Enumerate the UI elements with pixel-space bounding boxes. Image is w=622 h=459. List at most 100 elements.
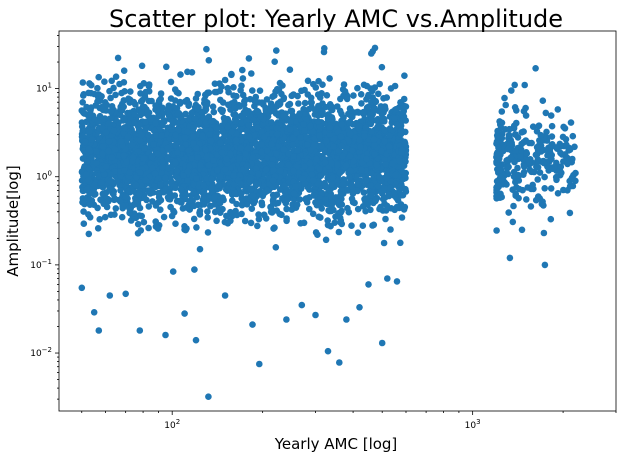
data-point bbox=[540, 229, 548, 237]
data-point bbox=[174, 149, 181, 156]
data-point bbox=[298, 301, 306, 309]
data-point bbox=[83, 186, 91, 193]
data-point bbox=[520, 163, 528, 170]
data-point bbox=[79, 99, 86, 106]
data-point bbox=[200, 187, 208, 195]
data-point bbox=[190, 124, 197, 132]
data-point bbox=[381, 184, 388, 192]
data-point bbox=[367, 182, 375, 189]
data-point bbox=[276, 101, 283, 108]
data-point bbox=[268, 205, 275, 212]
data-point bbox=[539, 97, 547, 104]
data-point bbox=[391, 171, 399, 179]
data-point bbox=[99, 150, 106, 158]
data-point bbox=[356, 304, 363, 311]
data-point bbox=[162, 331, 169, 339]
data-point bbox=[354, 205, 362, 213]
data-point bbox=[192, 95, 200, 102]
data-point bbox=[494, 133, 502, 141]
data-point bbox=[263, 147, 271, 154]
data-point bbox=[124, 178, 131, 186]
data-point bbox=[110, 127, 118, 135]
data-point bbox=[98, 93, 105, 100]
data-point bbox=[129, 153, 137, 161]
data-point bbox=[367, 206, 374, 214]
data-point bbox=[273, 130, 281, 138]
data-point bbox=[281, 182, 288, 190]
data-point bbox=[197, 161, 204, 169]
data-point bbox=[196, 118, 203, 126]
data-point bbox=[368, 192, 375, 199]
data-point bbox=[342, 162, 350, 170]
data-point bbox=[316, 132, 323, 139]
data-point bbox=[307, 122, 314, 130]
data-point bbox=[373, 117, 380, 124]
data-point bbox=[364, 103, 372, 111]
data-point bbox=[149, 164, 156, 172]
data-point bbox=[401, 140, 409, 147]
data-point bbox=[498, 174, 505, 182]
data-point bbox=[355, 122, 363, 130]
data-point bbox=[181, 310, 188, 317]
data-point bbox=[158, 132, 165, 139]
data-point bbox=[541, 185, 548, 192]
data-point bbox=[237, 180, 244, 188]
data-point bbox=[176, 197, 184, 205]
data-point bbox=[559, 133, 567, 141]
data-point bbox=[156, 96, 163, 104]
data-point bbox=[224, 84, 231, 92]
data-point bbox=[273, 85, 281, 93]
data-point bbox=[87, 111, 94, 118]
data-point bbox=[178, 145, 186, 152]
data-point bbox=[326, 75, 333, 82]
data-point bbox=[275, 112, 282, 119]
data-point bbox=[285, 174, 293, 182]
data-point bbox=[184, 167, 192, 175]
data-point bbox=[371, 151, 378, 158]
data-point bbox=[328, 159, 335, 167]
data-point bbox=[116, 80, 123, 88]
data-point bbox=[353, 173, 360, 180]
data-point bbox=[385, 191, 393, 199]
data-point bbox=[173, 167, 181, 175]
data-point bbox=[249, 321, 256, 328]
data-point bbox=[138, 62, 146, 70]
data-point bbox=[131, 119, 138, 127]
data-point bbox=[346, 173, 353, 181]
data-point bbox=[230, 172, 237, 179]
data-point bbox=[347, 107, 355, 114]
data-point bbox=[149, 198, 156, 205]
data-point bbox=[93, 130, 100, 137]
data-point bbox=[397, 127, 405, 135]
data-point bbox=[520, 139, 527, 146]
data-point bbox=[134, 220, 142, 228]
data-point bbox=[572, 169, 579, 177]
data-point bbox=[102, 129, 110, 136]
data-point bbox=[159, 121, 166, 129]
data-point bbox=[329, 199, 337, 207]
data-point bbox=[312, 84, 320, 91]
data-point bbox=[112, 205, 120, 212]
data-point bbox=[292, 183, 299, 190]
data-point bbox=[136, 190, 143, 198]
data-point bbox=[201, 96, 208, 103]
data-point bbox=[171, 192, 179, 199]
y-tick-label: 10−2 bbox=[30, 346, 52, 359]
data-point bbox=[213, 124, 221, 132]
data-point bbox=[523, 196, 530, 203]
data-point bbox=[177, 186, 185, 193]
data-point bbox=[337, 192, 344, 199]
data-point bbox=[154, 225, 162, 232]
data-point bbox=[391, 115, 399, 122]
data-point bbox=[79, 132, 87, 140]
data-point bbox=[535, 122, 542, 130]
data-point bbox=[509, 218, 517, 226]
data-point bbox=[568, 175, 575, 182]
data-point bbox=[199, 132, 206, 140]
data-point bbox=[236, 155, 243, 162]
data-point bbox=[328, 106, 336, 114]
data-point bbox=[295, 100, 302, 107]
data-point bbox=[172, 159, 179, 167]
data-point bbox=[157, 90, 165, 97]
